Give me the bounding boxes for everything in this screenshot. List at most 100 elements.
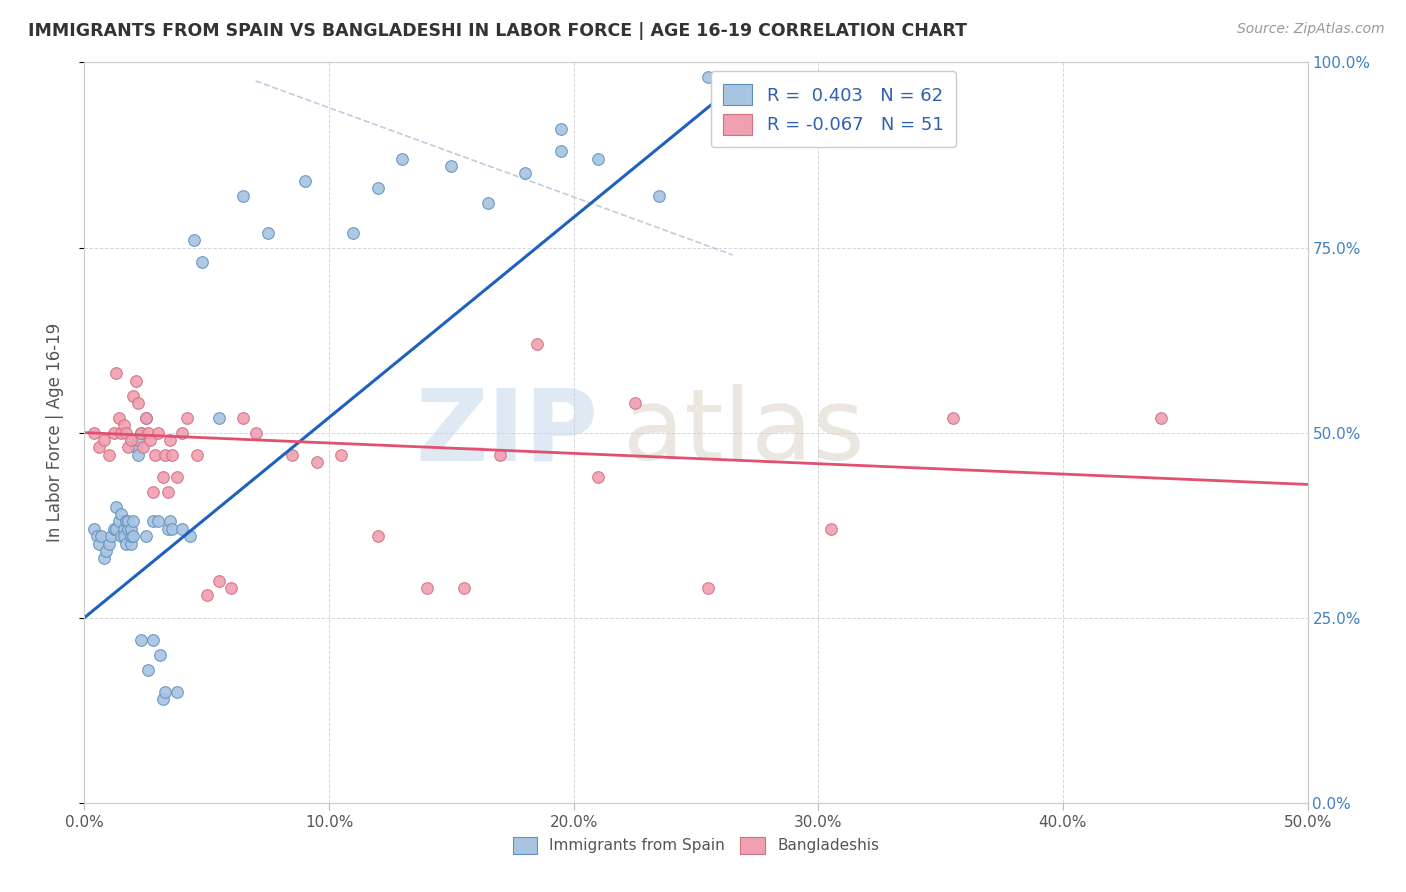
Point — [208, 410, 231, 425]
Point — [103, 522, 125, 536]
Point — [125, 441, 148, 455]
Point — [112, 529, 135, 543]
Point — [86, 529, 108, 543]
Point — [550, 122, 572, 136]
Point — [115, 536, 138, 550]
Point — [257, 226, 280, 240]
Point — [820, 522, 842, 536]
Point — [105, 367, 128, 381]
Point — [135, 529, 157, 543]
Point — [281, 448, 304, 462]
Point — [153, 685, 176, 699]
Point — [110, 425, 132, 440]
Legend: Immigrants from Spain, Bangladeshis: Immigrants from Spain, Bangladeshis — [505, 829, 887, 862]
Point — [120, 433, 142, 447]
Point — [122, 515, 145, 529]
Point — [129, 425, 152, 440]
Point — [139, 433, 162, 447]
Point — [624, 396, 647, 410]
Y-axis label: In Labor Force | Age 16-19: In Labor Force | Age 16-19 — [45, 323, 63, 542]
Point — [110, 507, 132, 521]
Point — [513, 166, 536, 180]
Point — [367, 181, 389, 195]
Point — [146, 515, 169, 529]
Point — [440, 159, 463, 173]
Point — [87, 441, 110, 455]
Point — [87, 536, 110, 550]
Point — [391, 152, 413, 166]
Point — [110, 529, 132, 543]
Point — [942, 410, 965, 425]
Point — [149, 648, 172, 662]
Point — [232, 410, 254, 425]
Text: atlas: atlas — [623, 384, 865, 481]
Point — [232, 188, 254, 202]
Point — [120, 529, 142, 543]
Point — [191, 255, 214, 269]
Point — [120, 522, 142, 536]
Point — [186, 448, 208, 462]
Point — [159, 433, 181, 447]
Point — [294, 174, 316, 188]
Point — [142, 632, 165, 647]
Point — [166, 470, 188, 484]
Point — [117, 441, 139, 455]
Point — [115, 425, 138, 440]
Point — [83, 522, 105, 536]
Point — [93, 551, 115, 566]
Point — [127, 448, 149, 462]
Point — [100, 529, 122, 543]
Point — [135, 410, 157, 425]
Point — [96, 544, 118, 558]
Point — [219, 581, 242, 595]
Point — [135, 410, 157, 425]
Point — [367, 529, 389, 543]
Point — [122, 529, 145, 543]
Point — [105, 500, 128, 514]
Point — [127, 396, 149, 410]
Point — [117, 515, 139, 529]
Point — [156, 522, 179, 536]
Point — [195, 589, 218, 603]
Point — [648, 188, 671, 202]
Text: IMMIGRANTS FROM SPAIN VS BANGLADESHI IN LABOR FORCE | AGE 16-19 CORRELATION CHAR: IMMIGRANTS FROM SPAIN VS BANGLADESHI IN … — [28, 22, 967, 40]
Point — [159, 515, 181, 529]
Point — [90, 529, 112, 543]
Text: Source: ZipAtlas.com: Source: ZipAtlas.com — [1237, 22, 1385, 37]
Point — [117, 522, 139, 536]
Point — [107, 410, 129, 425]
Point — [586, 470, 609, 484]
Point — [115, 515, 138, 529]
Point — [107, 515, 129, 529]
Point — [305, 455, 328, 469]
Point — [179, 529, 201, 543]
Point — [477, 196, 499, 211]
Point — [143, 448, 166, 462]
Point — [105, 522, 128, 536]
Point — [330, 448, 353, 462]
Point — [166, 685, 188, 699]
Point — [526, 336, 548, 351]
Point — [586, 152, 609, 166]
Point — [136, 425, 159, 440]
Point — [152, 470, 174, 484]
Point — [208, 574, 231, 588]
Point — [112, 522, 135, 536]
Point — [176, 410, 198, 425]
Point — [125, 374, 148, 388]
Point — [245, 425, 267, 440]
Point — [129, 632, 152, 647]
Point — [136, 663, 159, 677]
Point — [93, 433, 115, 447]
Point — [83, 425, 105, 440]
Point — [120, 536, 142, 550]
Point — [172, 425, 194, 440]
Point — [416, 581, 439, 595]
Point — [122, 388, 145, 402]
Point — [152, 692, 174, 706]
Point — [103, 425, 125, 440]
Point — [97, 536, 120, 550]
Point — [550, 145, 572, 159]
Point — [132, 441, 155, 455]
Point — [142, 515, 165, 529]
